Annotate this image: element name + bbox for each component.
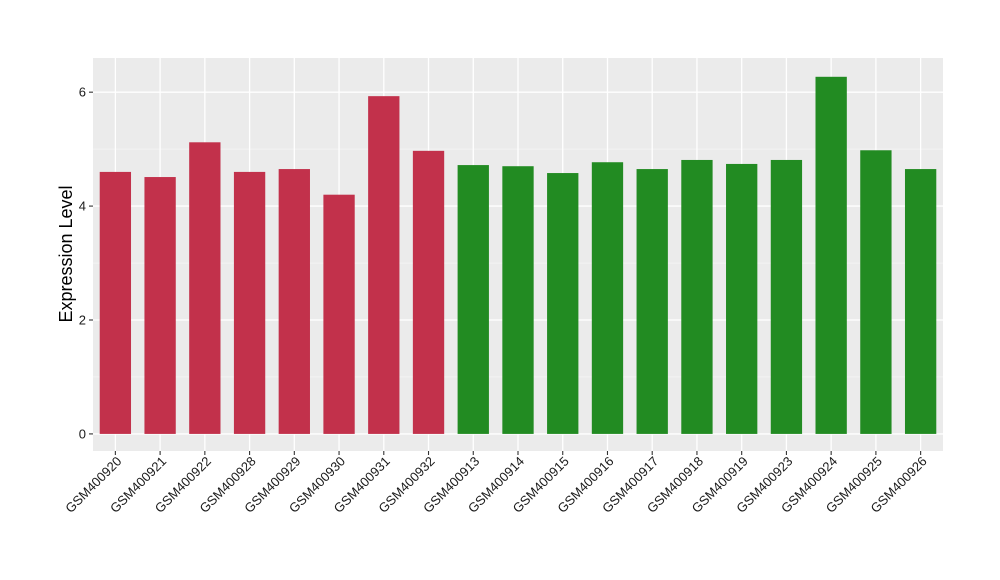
y-tick-label: 0 (79, 426, 86, 441)
bar-GSM400916 (591, 162, 624, 434)
bar-GSM400925 (860, 150, 892, 434)
bar-GSM400922 (189, 142, 221, 434)
y-tick-label: 4 (79, 199, 86, 214)
bar-GSM400914 (502, 166, 534, 434)
bar-GSM400917 (636, 169, 668, 434)
bar-GSM400918 (681, 159, 713, 434)
bar-GSM400923 (770, 159, 803, 434)
bar-GSM400919 (726, 163, 758, 434)
bar-GSM400929 (278, 169, 310, 434)
y-axis-title: Expression Level (56, 185, 76, 322)
bar-GSM400920 (99, 171, 132, 434)
y-tick-label: 2 (79, 313, 86, 328)
bar-GSM400930 (323, 194, 355, 434)
y-tick-label: 6 (79, 85, 86, 100)
bar-GSM400921 (144, 177, 176, 434)
bar-GSM400926 (904, 169, 937, 434)
bars (99, 76, 937, 434)
bar-GSM400931 (368, 96, 400, 434)
bar-GSM400932 (412, 150, 445, 434)
bar-GSM400924 (815, 76, 847, 434)
x-axis: GSM400920GSM400921GSM400922GSM400928GSM4… (62, 451, 930, 516)
bar-GSM400915 (547, 173, 579, 434)
y-axis: 0 2 4 6 (79, 85, 93, 441)
bar-GSM400913 (457, 165, 489, 434)
bar-GSM400928 (233, 171, 266, 434)
